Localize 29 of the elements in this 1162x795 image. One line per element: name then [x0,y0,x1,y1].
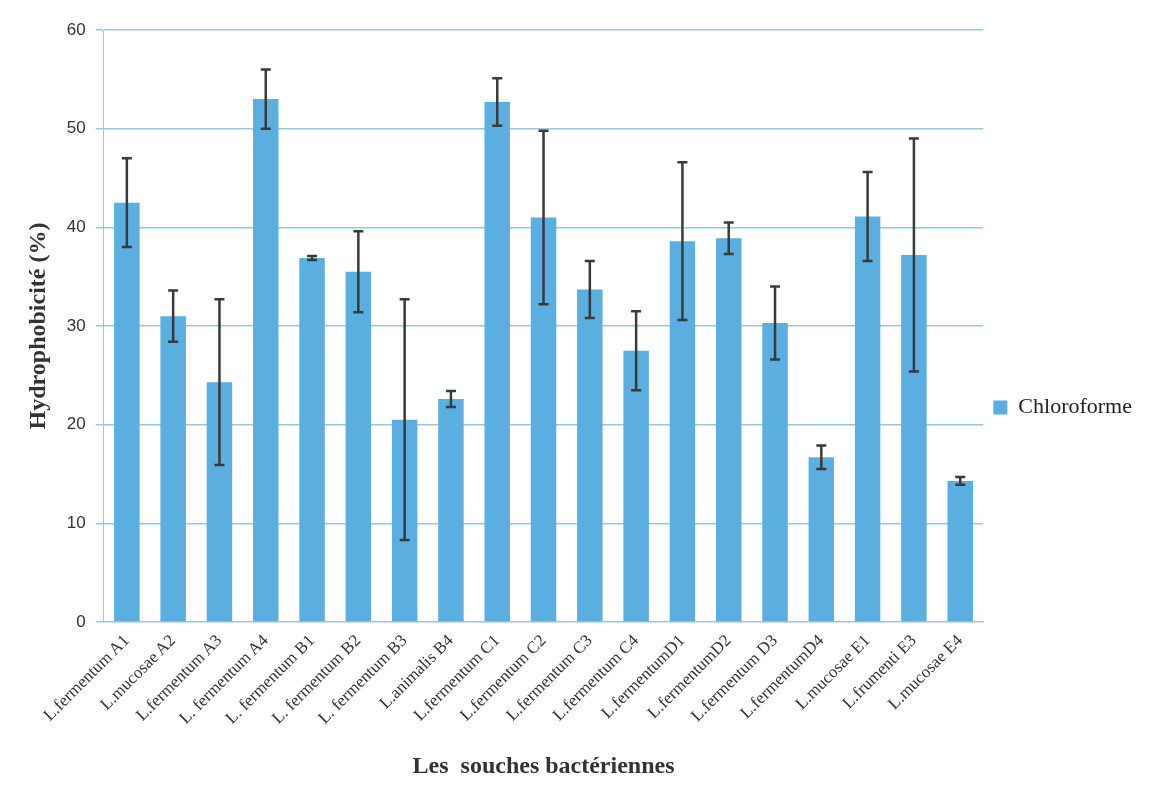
bar [530,217,557,622]
bar [762,323,788,622]
bar [114,202,140,622]
y-tick-label: 10 [66,513,86,533]
bar [947,480,973,622]
bar [669,241,696,622]
x-axis-title: Les souches bactériennes [412,751,675,778]
bar [299,257,325,622]
y-tick-label: 40 [66,217,86,237]
bar [206,382,233,622]
y-axis-title: Hydrophobicité (%) [23,222,50,430]
bar [577,289,603,622]
y-tick-label: 30 [66,315,86,335]
bar [808,457,835,622]
y-tick-label: 0 [76,611,86,631]
bar [160,316,186,622]
bar [715,238,742,622]
bar [854,216,881,622]
bar [391,419,418,622]
y-tick-label: 20 [66,414,86,434]
bar [623,350,649,622]
y-tick-label: 50 [66,118,86,138]
y-tick-label: 60 [66,19,86,39]
bar [484,102,510,622]
bar [438,399,464,622]
legend-label: Chloroforme [1018,393,1133,419]
bar [345,271,372,622]
bar [253,99,279,622]
bar [901,254,927,622]
